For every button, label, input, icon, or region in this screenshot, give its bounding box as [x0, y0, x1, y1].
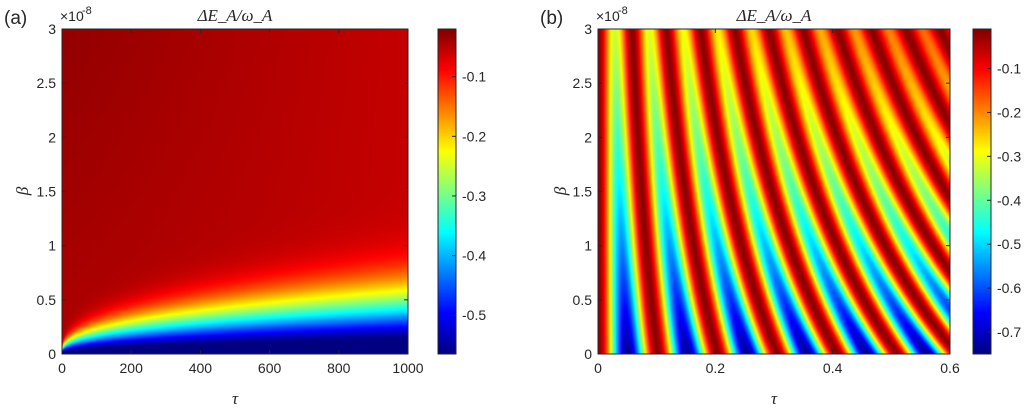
panel-a-exponent: ×10 -8	[60, 5, 92, 24]
panel-a-x-tick-label: 1000	[392, 360, 423, 376]
panel-a-x-label: τ	[232, 389, 239, 408]
panel-a-y-tick-label: 0.5	[37, 292, 57, 308]
panel-b-y-tick-label: 1	[584, 238, 592, 254]
panel-a-y-tick-label: 0	[48, 346, 56, 362]
panel-a-heatmap	[62, 29, 408, 354]
panel-b-label: (b)	[540, 8, 563, 29]
panel-a-chart: (a) ΔE_A/ω_A ×10 -8 0 200 400 600 800 1000 00…	[4, 5, 486, 408]
panel-a-x-tick-label: 800	[327, 360, 351, 376]
panel-b-colorbar-ticks: -0.7 -0.6 -0.5 -0.4 -0.3 -0.2 -0.1	[987, 61, 1021, 340]
panel-b-y-ticks: 0 0.5 1 1.5 2 2.5 3	[573, 21, 950, 362]
panel-a-y-tick-label: 1	[48, 238, 56, 254]
panel-b-heatmap	[598, 29, 950, 354]
panel-a-colorbar-frame	[437, 28, 457, 355]
panel-b-title: ΔE_A/ω_A	[736, 6, 812, 25]
panel-a-title: ΔE_A/ω_A	[197, 6, 273, 25]
panel-a-colorbar	[438, 29, 456, 354]
panel-a-y-tick-label: 1.5	[37, 184, 57, 200]
panel-b-colorbar-tick-label: -0.7	[997, 324, 1021, 340]
panel-a-x-tick-label: 0	[58, 360, 66, 376]
panel-b-y-tick-label: 1.5	[573, 184, 593, 200]
panel-b-y-tick-label: 2	[584, 129, 592, 145]
panel-a-x-tick-label: 400	[189, 360, 213, 376]
panel-b-chart: (b) ΔE_A/ω_A ×10 -8 0 0.2 0.4 0.6 0 0.5 1 1.5 2…	[540, 5, 1021, 408]
panel-b-colorbar-tick-label: -0.5	[997, 236, 1021, 252]
panel-a-colorbar-tick-label: -0.3	[462, 188, 486, 204]
panel-b-y-tick-label: 0	[584, 346, 592, 362]
panel-b-colorbar-tick-label: -0.3	[997, 148, 1021, 164]
panel-a-x-tick-label: 200	[120, 360, 144, 376]
panel-a-colorbar-tick-label: -0.2	[462, 128, 486, 144]
panel-b-exponent-base: ×10	[596, 8, 620, 24]
panel-b-x-tick-label: 0.2	[706, 360, 726, 376]
panel-b-exponent-power: -8	[618, 5, 628, 17]
panel-b-x-ticks: 0 0.2 0.4 0.6	[594, 29, 960, 376]
panel-a-exponent-base: ×10	[60, 8, 84, 24]
panel-a-exponent-power: -8	[82, 5, 92, 17]
panel-a-x-tick-label: 600	[258, 360, 282, 376]
panel-b-exponent: ×10 -8	[596, 5, 628, 24]
panel-b-y-tick-label: 0.5	[573, 292, 593, 308]
panel-a-y-tick-label: 2	[48, 129, 56, 145]
panel-a-colorbar-ticks: -0.5 -0.4 -0.3 -0.2 -0.1	[452, 69, 486, 323]
panel-a-x-ticks: 0 200 400 600 800 1000	[58, 29, 424, 376]
panel-a-colorbar-tick-label: -0.1	[462, 69, 486, 85]
panel-b-colorbar	[973, 29, 991, 354]
panel-a-y-tick-label: 3	[48, 21, 56, 37]
panel-a-y-ticks: 0 0.5 1 1.5 2 2.5 3	[37, 21, 408, 362]
panel-b-colorbar-tick-label: -0.1	[997, 61, 1021, 77]
panel-a-y-label: β	[13, 186, 32, 196]
panel-a-y-tick-label: 2.5	[37, 75, 57, 91]
panel-b-colorbar-tick-label: -0.4	[997, 192, 1021, 208]
panel-a-colorbar-tick-label: -0.5	[462, 307, 486, 323]
panel-b-y-tick-label: 3	[584, 21, 592, 37]
panel-a-label: (a)	[4, 8, 27, 29]
panel-b-x-tick-label: 0.6	[940, 360, 960, 376]
panel-a-colorbar-tick-label: -0.4	[462, 248, 486, 264]
panel-b-x-tick-label: 0.4	[823, 360, 843, 376]
panel-b-y-label: β	[551, 186, 570, 196]
panel-b-colorbar-tick-label: -0.2	[997, 104, 1021, 120]
panel-b-y-tick-label: 2.5	[573, 75, 593, 91]
panel-b-x-label: τ	[771, 389, 778, 408]
panel-b-colorbar-tick-label: -0.6	[997, 280, 1021, 296]
panel-b-colorbar-frame	[972, 28, 992, 355]
panel-b-x-tick-label: 0	[594, 360, 602, 376]
